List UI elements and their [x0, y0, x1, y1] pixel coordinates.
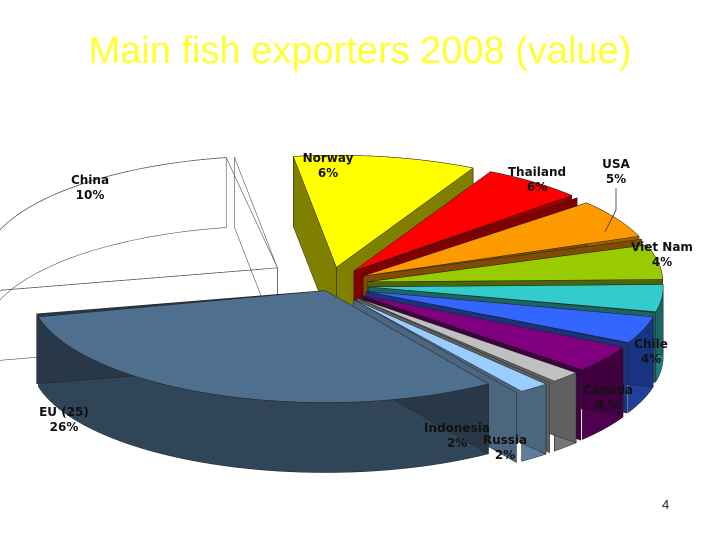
label-name-viet-nam: Viet Nam: [631, 240, 693, 254]
slice-top-face: [37, 290, 490, 403]
label-name-china: China: [71, 173, 109, 187]
slice-top-face: [292, 155, 474, 268]
label-name-indonesia: Indonesia: [424, 421, 490, 435]
slice-top-face: [363, 202, 640, 277]
label-name-norway: Norway: [303, 151, 354, 165]
label-value-indonesia: 2%: [447, 436, 467, 450]
label-value-usa: 5%: [606, 172, 626, 186]
label-value-canada: 4 %: [596, 398, 621, 412]
label-name-russia: Russia: [483, 433, 527, 447]
slice-top-face: [356, 297, 577, 382]
label-value-viet-nam: 4%: [652, 255, 672, 269]
label-name-eu-25-: EU (25): [39, 405, 89, 419]
label-value-russia: 2%: [495, 448, 515, 462]
slice-top-face: [365, 291, 654, 343]
slice-top-face: [361, 295, 624, 370]
label-name-chile: Chile: [634, 337, 668, 351]
page-number: 4: [662, 497, 670, 512]
slice-top-face: [0, 157, 278, 291]
slide-title: Main fish exporters 2008 (value): [88, 30, 632, 72]
label-name-thailand: Thailand: [508, 165, 566, 179]
label-value-thailand: 6%: [527, 180, 547, 194]
slice-top-face: [367, 244, 664, 283]
slice-top-face: [368, 284, 664, 312]
usa-leader-line: [604, 188, 617, 233]
label-name-usa: USA: [602, 157, 630, 171]
slice-others: [36, 290, 490, 473]
label-name-canada: Canada: [583, 383, 633, 397]
slice-outer-wall: [0, 157, 227, 301]
label-value-china: 10%: [76, 188, 105, 202]
slice-top-face: [353, 171, 573, 272]
label-value-eu-25-: 26%: [50, 420, 79, 434]
slice-top-face: [353, 299, 547, 392]
label-value-chile: 4%: [641, 352, 661, 366]
label-value-norway: 6%: [318, 166, 338, 180]
